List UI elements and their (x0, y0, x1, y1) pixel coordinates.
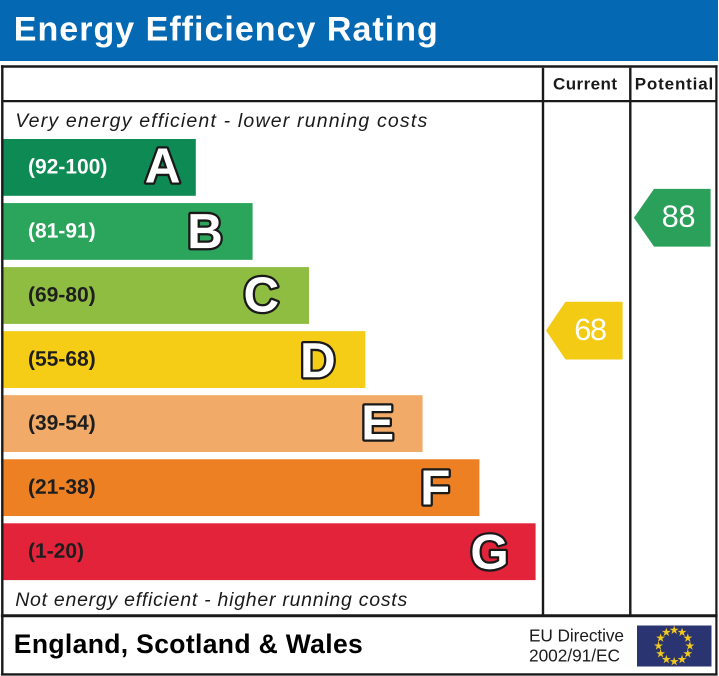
svg-text:Potential: Potential (635, 75, 714, 94)
svg-text:Not energy efficient - higher: Not energy efficient - higher running co… (15, 589, 407, 611)
svg-text:EU Directive: EU Directive (529, 625, 624, 645)
svg-text:2002/91/EC: 2002/91/EC (529, 646, 620, 666)
svg-text:Current: Current (553, 75, 617, 94)
svg-text:England, Scotland & Wales: England, Scotland & Wales (14, 629, 363, 659)
svg-text:Energy Efficiency Rating: Energy Efficiency Rating (14, 10, 438, 48)
svg-text:Very energy efficient - lower: Very energy efficient - lower running co… (15, 110, 427, 132)
